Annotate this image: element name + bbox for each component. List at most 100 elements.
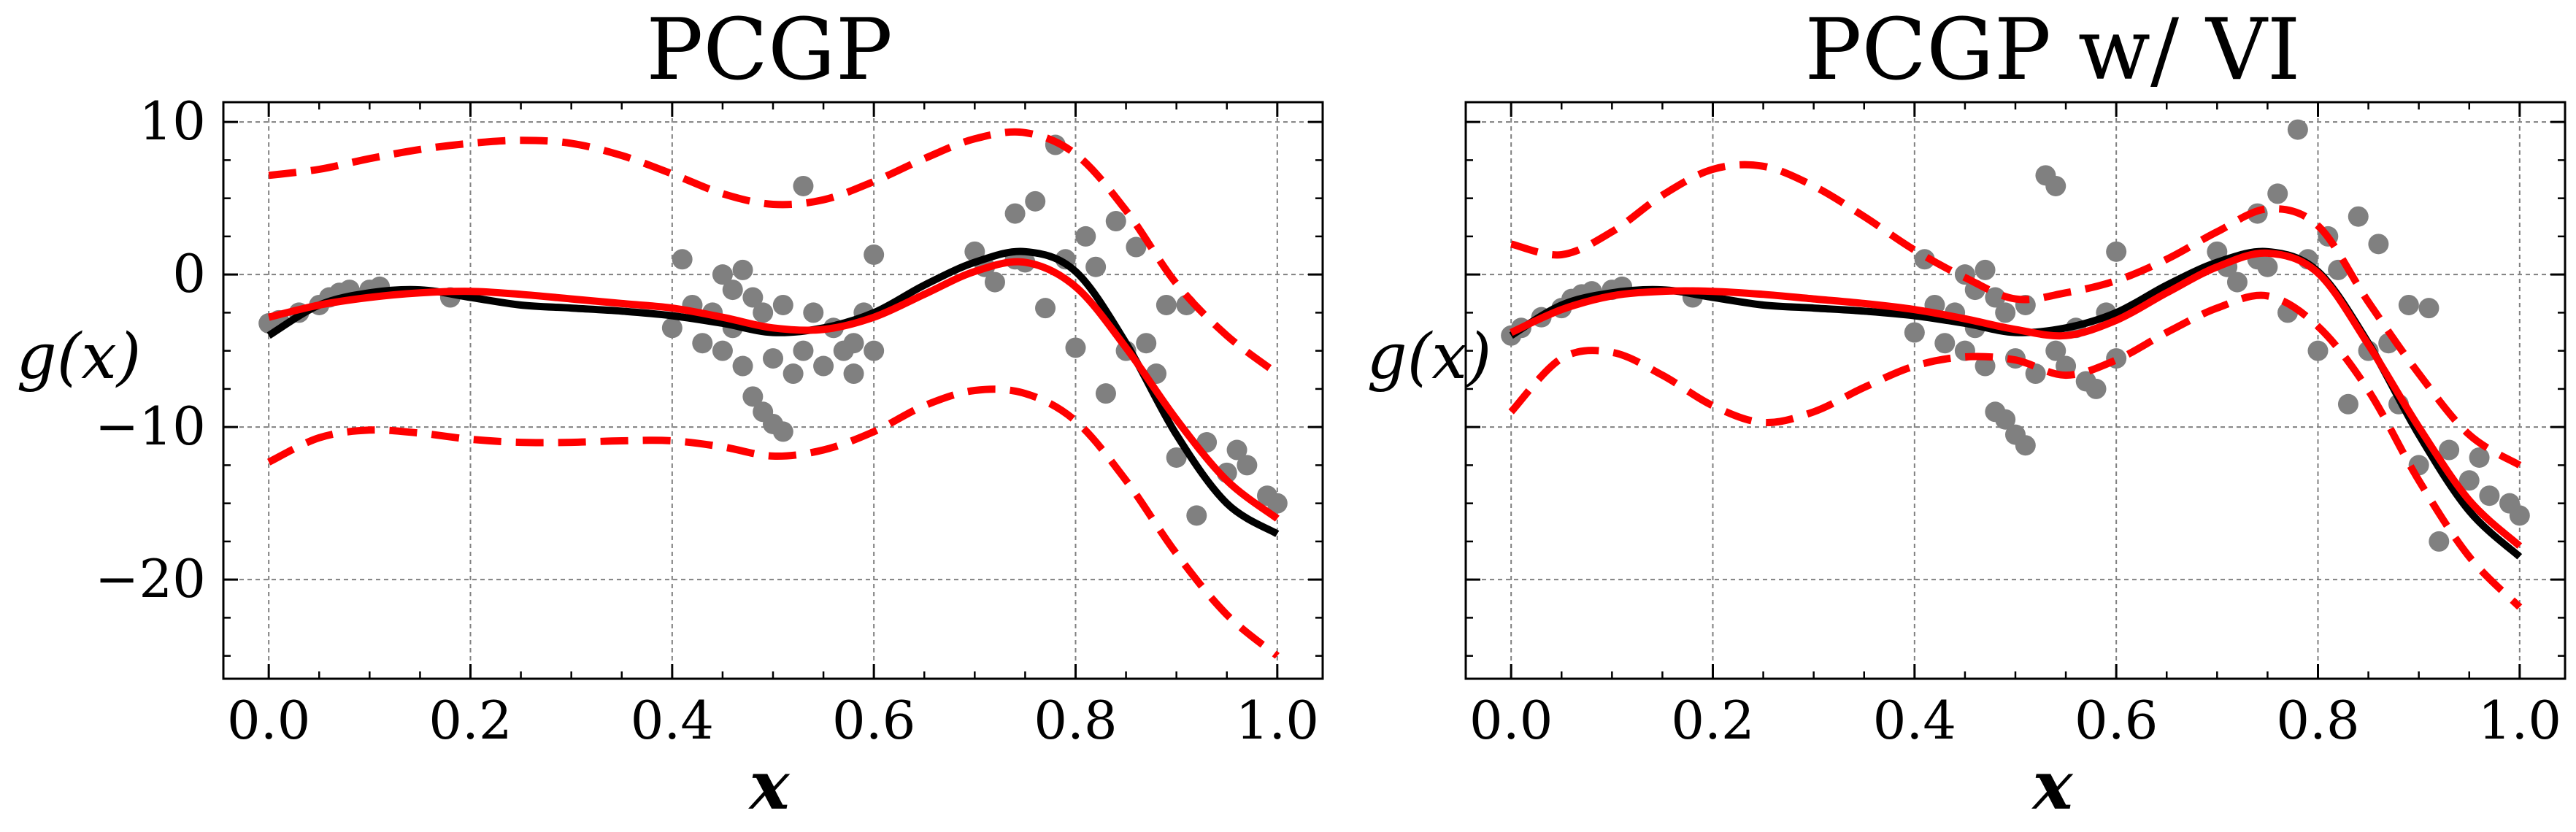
data-point: [1166, 447, 1187, 468]
data-point: [793, 340, 814, 361]
x-tick-label: 0.0: [227, 690, 311, 751]
data-point: [2337, 393, 2358, 415]
data-point: [742, 386, 764, 407]
panel-pcgp: PCGP x g(x) 0.0 0.2 0.4 0.6 0.8 1.0 10 0 −10 −20: [17, 1, 1324, 825]
data-point: [2015, 435, 2036, 456]
chart-title: PCGP: [646, 1, 893, 99]
data-point: [763, 348, 783, 369]
x-tick-label: 0.0: [1469, 690, 1553, 751]
data-point: [793, 175, 814, 196]
data-point: [1126, 236, 1147, 258]
data-point: [2509, 505, 2530, 526]
data-point: [1085, 256, 1107, 277]
data-point: [672, 249, 693, 270]
upper-band-line: [268, 128, 1280, 377]
axes-frame: [1464, 101, 2567, 680]
axes-frame: [222, 101, 1324, 680]
data-point: [712, 264, 733, 285]
data-point: [2045, 340, 2066, 361]
x-axis-label: x: [748, 746, 791, 825]
data-point: [2045, 175, 2066, 196]
lower-band-line: [1508, 291, 2523, 610]
upper-band-line: [1510, 161, 2522, 469]
data-point: [2439, 439, 2460, 461]
data-point: [2307, 340, 2329, 361]
x-tick-label: 0.6: [2075, 690, 2158, 751]
data-point: [2429, 531, 2450, 552]
data-point: [1035, 298, 1056, 319]
data-point: [742, 287, 764, 308]
data-point: [732, 355, 753, 377]
data-point: [1004, 203, 1026, 224]
data-point: [1995, 302, 2016, 323]
data-point: [1156, 294, 1177, 315]
data-point: [1105, 211, 1126, 232]
data-point: [2085, 378, 2107, 399]
y-axis-label: g(x): [17, 320, 142, 393]
x-axis-label: x: [2031, 746, 2074, 825]
data-point: [692, 333, 713, 354]
data-point: [864, 340, 885, 361]
data-point: [772, 421, 793, 442]
data-point: [1226, 439, 1247, 461]
data-point: [1075, 226, 1096, 247]
plot-area: 0.0 0.2 0.4 0.6 0.8 1.0: [1464, 101, 2567, 751]
data-point: [803, 302, 824, 323]
data-point: [2479, 485, 2500, 506]
x-tick-label: 0.6: [832, 690, 916, 751]
data-point: [1237, 455, 1258, 476]
data-point: [2106, 241, 2127, 262]
data-point: [2025, 363, 2046, 385]
data-point: [2469, 447, 2490, 468]
data-point: [1095, 383, 1116, 404]
data-point: [1975, 355, 1996, 377]
y-axis-label: g(x): [1367, 320, 1492, 393]
data-point: [813, 355, 834, 377]
data-point: [843, 333, 864, 354]
data-point: [1995, 409, 2016, 430]
data-point: [2418, 298, 2439, 319]
panel-pcgp-vi: PCGP w/ VI x g(x) 0.0 0.2 0.4 0.6 0.8 1.0: [1367, 1, 2567, 825]
y-tick-label: 0: [172, 243, 206, 304]
mean-line: [1510, 249, 2523, 549]
data-point: [661, 317, 683, 339]
x-tick-label: 0.8: [2276, 690, 2360, 751]
data-point: [783, 363, 804, 385]
mean-line: [268, 258, 1280, 522]
plot-area: 0.0 0.2 0.4 0.6 0.8 1.0 10 0 −10 −20: [95, 90, 1324, 751]
data-point: [1985, 287, 2006, 308]
x-tick-label: 1.0: [2478, 690, 2562, 751]
data-point: [722, 280, 743, 301]
x-tick-label: 0.8: [1034, 690, 1118, 751]
data-point: [753, 302, 774, 323]
data-point: [2287, 119, 2308, 140]
data-point: [1904, 322, 1925, 343]
data-point: [1186, 505, 1207, 526]
y-tick-label: −20: [95, 548, 206, 609]
x-tick-label: 0.2: [1671, 690, 1755, 751]
y-tick-label: −10: [95, 396, 206, 457]
data-point: [1975, 259, 1996, 280]
lower-band-line: [266, 385, 1280, 659]
data-point: [2226, 271, 2248, 293]
x-tick-label: 0.2: [428, 690, 512, 751]
data-point: [2348, 206, 2369, 227]
data-point: [1934, 333, 1956, 354]
data-point: [984, 271, 1005, 293]
data-point: [1914, 249, 1935, 270]
data-point: [2458, 470, 2480, 491]
data-point: [1136, 333, 1157, 354]
data-point: [2368, 234, 2389, 255]
x-tick-label: 0.4: [1873, 690, 1957, 751]
data-point: [1065, 337, 1086, 358]
x-tick-label: 0.4: [631, 690, 715, 751]
data-point: [2267, 183, 2288, 204]
chart-title: PCGP w/ VI: [1804, 1, 2300, 99]
data-point: [843, 363, 864, 385]
data-point: [864, 244, 885, 265]
data-point: [732, 259, 753, 280]
y-tick-label: 10: [139, 90, 206, 152]
data-point: [2257, 256, 2278, 277]
data-point: [1025, 190, 1046, 212]
